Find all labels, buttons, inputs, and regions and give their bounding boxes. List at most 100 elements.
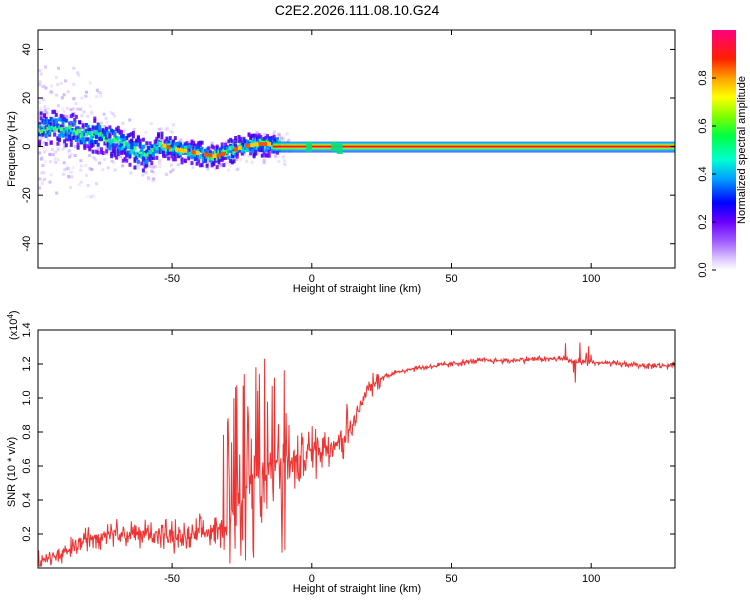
spectrogram-blue-cell xyxy=(135,155,139,160)
spectrogram-ridge-cell xyxy=(63,129,67,134)
spectrogram-blue-cell xyxy=(96,126,100,130)
spectrogram-blue-cell xyxy=(130,145,134,150)
spectrogram-peak-cell xyxy=(216,153,221,158)
spectrogram-blue-cell xyxy=(53,122,57,127)
spectrogram-blue-cell xyxy=(158,147,162,151)
spectrogram-noise-cell xyxy=(47,142,51,146)
spectrogram-noise-cell xyxy=(151,177,155,181)
spectrogram-halo-cell xyxy=(250,133,254,138)
spectrogram-halo-cell xyxy=(237,139,241,144)
spectrogram-blue-cell xyxy=(68,136,72,141)
spectrogram-noise-cell xyxy=(38,83,42,87)
spectrogram-noise-cell xyxy=(274,154,278,158)
spectrogram-blue-cell xyxy=(200,146,204,151)
spectrogram-halo-cell xyxy=(153,139,157,144)
spectrogram-noise-cell xyxy=(178,138,182,142)
spectrogram-halo-cell xyxy=(73,134,77,139)
spectrogram-blue-cell xyxy=(88,140,92,145)
spectrogram-noise-cell xyxy=(79,168,83,172)
spectrogram-noise-cell xyxy=(56,158,60,162)
spectrogram-halo-cell xyxy=(69,138,73,143)
spectrogram-noise-cell xyxy=(241,129,245,133)
spectrogram-noise-cell xyxy=(170,156,174,160)
spectrogram-halo-cell xyxy=(235,154,239,159)
spectrogram-halo-cell xyxy=(121,158,125,163)
spectrogram-halo-cell xyxy=(264,153,268,158)
spectrogram-noise-cell xyxy=(185,138,189,142)
spectrogram-noise-cell xyxy=(56,149,60,153)
spectrogram-halo-cell xyxy=(59,124,63,129)
spectrogram-halo-cell xyxy=(84,129,88,134)
spectrogram-halo-cell xyxy=(61,114,65,119)
spectrogram-noise-cell xyxy=(80,121,84,125)
spectrogram-noise-cell xyxy=(51,91,55,95)
spectrogram-ylabel: Frequency (Hz) xyxy=(6,111,18,187)
spectrogram-noise-cell xyxy=(128,118,132,122)
spectrogram-blue-cell xyxy=(242,149,246,154)
spectrogram-noise-cell xyxy=(277,131,281,135)
spectrogram-noise-cell xyxy=(39,97,43,101)
spectrogram-halo-cell xyxy=(163,154,167,159)
spectrogram-noise-cell xyxy=(92,156,96,160)
spectrogram-blue-cell xyxy=(71,127,75,132)
spectrogram-ridge-cell xyxy=(71,130,75,135)
spectrogram-noise-cell xyxy=(40,122,44,126)
spectrogram-noise-cell xyxy=(53,131,57,135)
spectrogram-noise-cell xyxy=(79,180,83,184)
spectrogram-ridge-cell xyxy=(143,152,147,157)
spectrogram-noise-cell xyxy=(220,162,224,166)
spectrogram-noise-cell xyxy=(99,91,103,95)
spectrogram-ridge-cell xyxy=(215,156,219,161)
spectrogram-carrier-band xyxy=(272,150,675,153)
spectrogram-halo-cell xyxy=(190,139,194,144)
spectrogram-ridge-cell xyxy=(160,144,164,149)
spectrogram-noise-cell xyxy=(83,126,87,130)
spectrogram-ridge-cell xyxy=(214,150,217,155)
spectrogram-halo-cell xyxy=(116,125,120,130)
spectrogram-halo-cell xyxy=(234,139,238,143)
spectrogram-blue-cell xyxy=(110,143,114,148)
spectrogram-ridge-cell xyxy=(86,130,90,135)
spectrogram-noise-cell xyxy=(165,172,169,176)
spectrogram-halo-cell xyxy=(93,116,97,121)
spectrogram-halo-cell xyxy=(88,127,92,132)
colorbar: 0.0 0.2 0.4 0.6 0.8 Normalized spectral ampl… xyxy=(697,30,748,278)
spectrogram-ridge-cell xyxy=(41,129,45,133)
spectrogram-blue-cell xyxy=(43,131,46,136)
spectrogram-halo-cell xyxy=(44,141,48,146)
spectrogram-noise-cell xyxy=(67,176,71,179)
spectrogram-halo-cell xyxy=(110,151,114,156)
spectrogram-noise-cell xyxy=(89,195,93,199)
spectrogram-noise-cell xyxy=(77,183,81,187)
spectrogram-halo-cell xyxy=(266,134,269,139)
spectrogram-noise-cell xyxy=(77,73,81,77)
spectrogram-noise-cell xyxy=(141,166,145,170)
spectrogram-halo-cell xyxy=(170,154,174,159)
spectrogram-halo-cell xyxy=(205,163,209,168)
spectrogram-noise-cell xyxy=(65,167,69,171)
spectrogram-noise-cell xyxy=(135,163,139,167)
spectrogram-halo-cell xyxy=(158,150,162,154)
spectrogram-halo-cell xyxy=(193,143,197,148)
colorbar-ticks: 0.0 0.2 0.4 0.6 0.8 xyxy=(697,70,716,278)
spectrogram-noise-cell xyxy=(67,140,71,144)
spectrogram-blue-cell xyxy=(182,144,186,149)
spectrogram-halo-cell xyxy=(162,153,165,158)
spectrogram-ridge-cell xyxy=(136,154,140,158)
spectrogram-noise-cell xyxy=(118,151,122,155)
spectrogram-blue-cell xyxy=(39,127,43,132)
spectrogram-blue-cell xyxy=(138,142,142,147)
spectrogram-noise-cell xyxy=(277,160,281,163)
spectrogram-blue-cell xyxy=(93,140,97,144)
spectrogram-halo-cell xyxy=(38,140,41,145)
spectrogram-blue-cell xyxy=(230,154,234,159)
spectrogram-blue-cell xyxy=(143,160,147,165)
spectrogram-noise-cell xyxy=(84,164,88,168)
spectrogram-halo-cell xyxy=(252,152,256,157)
spectrogram-ridge-cell xyxy=(232,151,236,156)
spectrogram-noise-cell xyxy=(88,154,92,158)
spectrogram-noise-cell xyxy=(83,135,87,139)
spectrogram-ridge-cell xyxy=(250,140,254,145)
spectrogram-blue-cell xyxy=(123,148,127,152)
spectrogram-blue-cell xyxy=(187,150,191,155)
